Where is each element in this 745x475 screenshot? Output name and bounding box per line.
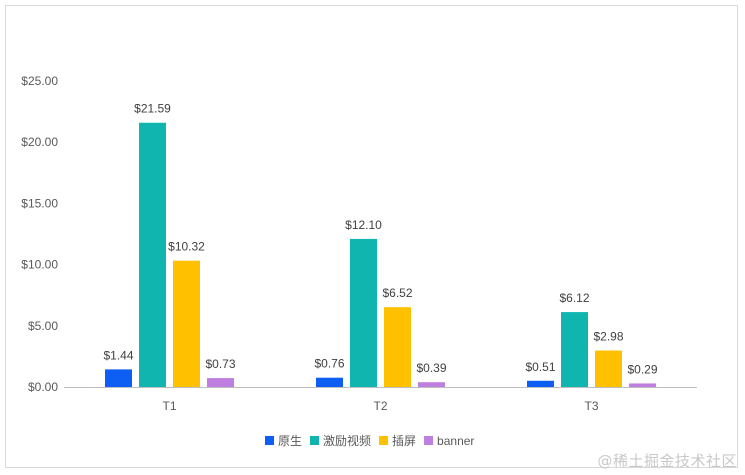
y-tick-label: $15.00: [21, 196, 58, 210]
bar: [629, 383, 656, 387]
data-label: $0.39: [416, 361, 446, 375]
bar: [350, 238, 377, 387]
data-label: $2.98: [593, 330, 623, 344]
bar: [139, 122, 166, 387]
data-labels: $1.44 $21.59 $10.32 $0.73 $0.76 $12.10 $6.52 $0…: [103, 102, 657, 377]
bar: [207, 378, 234, 387]
legend-label: 原生: [278, 434, 302, 448]
bar: [527, 380, 554, 387]
bar: [173, 260, 200, 387]
legend-label: 激励视频: [323, 433, 371, 448]
y-tick-label: $25.00: [21, 74, 58, 88]
y-axis-ticks: $0.00 $5.00 $10.00 $15.00 $20.00 $25.00: [21, 74, 58, 394]
data-label: $0.76: [314, 357, 344, 371]
x-tick-label: T2: [373, 399, 387, 413]
data-label: $0.29: [627, 362, 657, 376]
y-tick-label: $0.00: [28, 380, 58, 394]
y-tick-label: $10.00: [21, 258, 58, 272]
legend-label: banner: [437, 434, 474, 448]
legend-swatch: [310, 436, 320, 445]
data-label: $10.32: [168, 240, 205, 254]
chart-frame: [5, 5, 738, 468]
bar: [561, 312, 588, 387]
data-label: $6.12: [559, 291, 589, 305]
legend: 原生 激励视频 插屏 banner: [265, 433, 474, 448]
data-label: $12.10: [345, 218, 382, 232]
data-label: $21.59: [134, 102, 171, 116]
y-tick-label: $20.00: [21, 135, 58, 149]
legend-swatch: [424, 436, 434, 445]
x-axis-ticks: T1 T2 T3: [162, 399, 598, 413]
watermark: @稀土掘金技术社区: [597, 452, 737, 470]
bar: [316, 377, 343, 387]
legend-swatch: [379, 436, 389, 445]
bar: [418, 382, 445, 387]
data-label: $0.51: [525, 360, 555, 374]
bar: [384, 307, 411, 387]
bar: [105, 369, 132, 387]
y-tick-label: $5.00: [28, 319, 58, 333]
legend-label: 插屏: [392, 434, 416, 448]
data-label: $1.44: [103, 348, 133, 362]
bar-series: [105, 122, 656, 387]
bar: [595, 350, 622, 387]
data-label: $0.73: [205, 357, 235, 371]
legend-swatch: [265, 436, 274, 445]
x-tick-label: T3: [584, 399, 598, 413]
x-tick-label: T1: [162, 399, 176, 413]
data-label: $6.52: [382, 286, 412, 300]
